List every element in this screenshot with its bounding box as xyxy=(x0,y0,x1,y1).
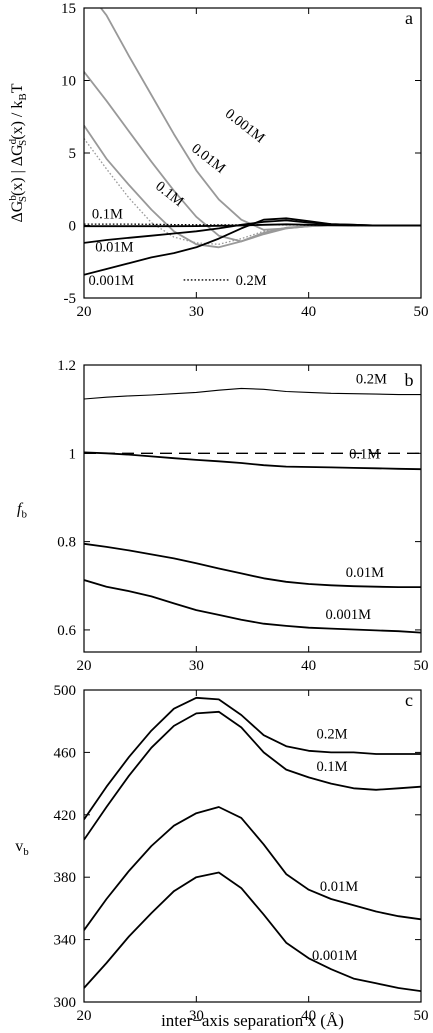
series-label: 0.001M xyxy=(222,106,268,147)
panel-b: 20 30 40 50 0.6 0.8 1 1.2 0.2M 0.1M 0.01M 0.001M b fb xyxy=(17,358,428,674)
series-label: 0.001M xyxy=(312,948,358,964)
series-label: 0.01M xyxy=(188,141,228,177)
y-tick-label: 5 xyxy=(69,146,77,162)
x-tick-label: 30 xyxy=(189,304,204,320)
series-line-0-1M xyxy=(84,710,421,841)
x-tick-label: 20 xyxy=(77,658,92,674)
series-label: 0.1M xyxy=(152,178,186,210)
series-group xyxy=(84,696,421,992)
chart-panels: 20 30 40 50-50510150.001M0.01M0.1M0.1M0.01M… xyxy=(7,1,429,1024)
panel-letter: c xyxy=(405,690,413,710)
series-line-0-01M xyxy=(84,806,421,931)
series-label: 0.01M xyxy=(346,565,384,581)
x-tick-label: 30 xyxy=(189,658,204,674)
series-label: 0.01M xyxy=(95,240,133,256)
x-axis-title: inter−axis separation x (Å) xyxy=(161,1011,344,1030)
series-line-0-2M xyxy=(84,387,421,400)
series-group xyxy=(84,8,421,276)
series-label: 0.001M xyxy=(326,607,372,623)
y-tick-label: 340 xyxy=(54,933,77,949)
series-label: 0.2M xyxy=(317,726,348,742)
series-label: 0.01M xyxy=(320,879,358,895)
series-line-gray-0-1M xyxy=(84,124,421,249)
panel-a: 20 30 40 50-50510150.001M0.01M0.1M0.1M0.01M… xyxy=(7,1,429,320)
series-label: 0.2M xyxy=(236,273,267,289)
plot-frame xyxy=(83,7,422,299)
y-tick-label: 1.2 xyxy=(57,358,76,374)
series-line-0-01M xyxy=(84,542,421,588)
x-tick-label: 20 xyxy=(77,304,92,320)
y-tick-label: 10 xyxy=(61,74,76,90)
plot-frame xyxy=(83,689,422,1003)
x-tick-label: 40 xyxy=(301,304,316,320)
y-axis-title: fb xyxy=(17,501,27,521)
y-tick-label: 0.6 xyxy=(57,623,76,639)
plot-frame xyxy=(83,364,422,653)
x-tick-label: 40 xyxy=(301,658,316,674)
y-tick-label: 0.8 xyxy=(57,535,76,551)
series-label: 0.001M xyxy=(88,273,134,289)
series-line-black-0-2M xyxy=(84,223,421,227)
y-tick-label: 420 xyxy=(54,808,77,824)
x-tick-label: 50 xyxy=(414,304,429,320)
series-line-0-1M xyxy=(84,451,421,471)
series-label: 0.1M xyxy=(349,447,380,463)
y-axis-title: ΔGbS(x) | ΔGdS(x) / kBT xyxy=(7,83,29,222)
series-label: 0.1M xyxy=(92,206,123,222)
series-line-0-2M xyxy=(84,696,421,821)
y-tick-label: -5 xyxy=(64,291,77,307)
series-line-0-001M xyxy=(84,871,421,992)
series-group xyxy=(84,387,421,634)
y-tick-label: 500 xyxy=(54,683,77,699)
y-tick-label: 15 xyxy=(61,1,76,17)
y-tick-label: 460 xyxy=(54,745,77,761)
y-tick-label: 0 xyxy=(69,219,77,235)
series-label: 0.1M xyxy=(317,759,348,775)
x-tick-label: 50 xyxy=(414,1008,429,1024)
panel-letter: b xyxy=(405,370,414,390)
series-line-0-001M xyxy=(84,579,421,634)
series-line-gray-0-01M xyxy=(84,71,421,243)
series-line-gray-0-001M xyxy=(99,8,421,231)
x-tick-label: 40 xyxy=(301,1008,316,1024)
series-label: 0.2M xyxy=(356,372,387,388)
y-tick-label: 380 xyxy=(54,870,77,886)
y-tick-label: 300 xyxy=(54,995,77,1011)
x-tick-label: 50 xyxy=(414,658,429,674)
x-tick-label: 30 xyxy=(189,1008,204,1024)
panel-letter: a xyxy=(405,8,413,28)
x-tick-label: 20 xyxy=(77,1008,92,1024)
y-tick-label: 1 xyxy=(69,446,77,462)
panel-c: 20 30 40 50 300 340 380 420 460 500 0.2M 0.1M 0.01M 0… xyxy=(15,683,428,1024)
y-axis-title: vb xyxy=(15,838,29,858)
